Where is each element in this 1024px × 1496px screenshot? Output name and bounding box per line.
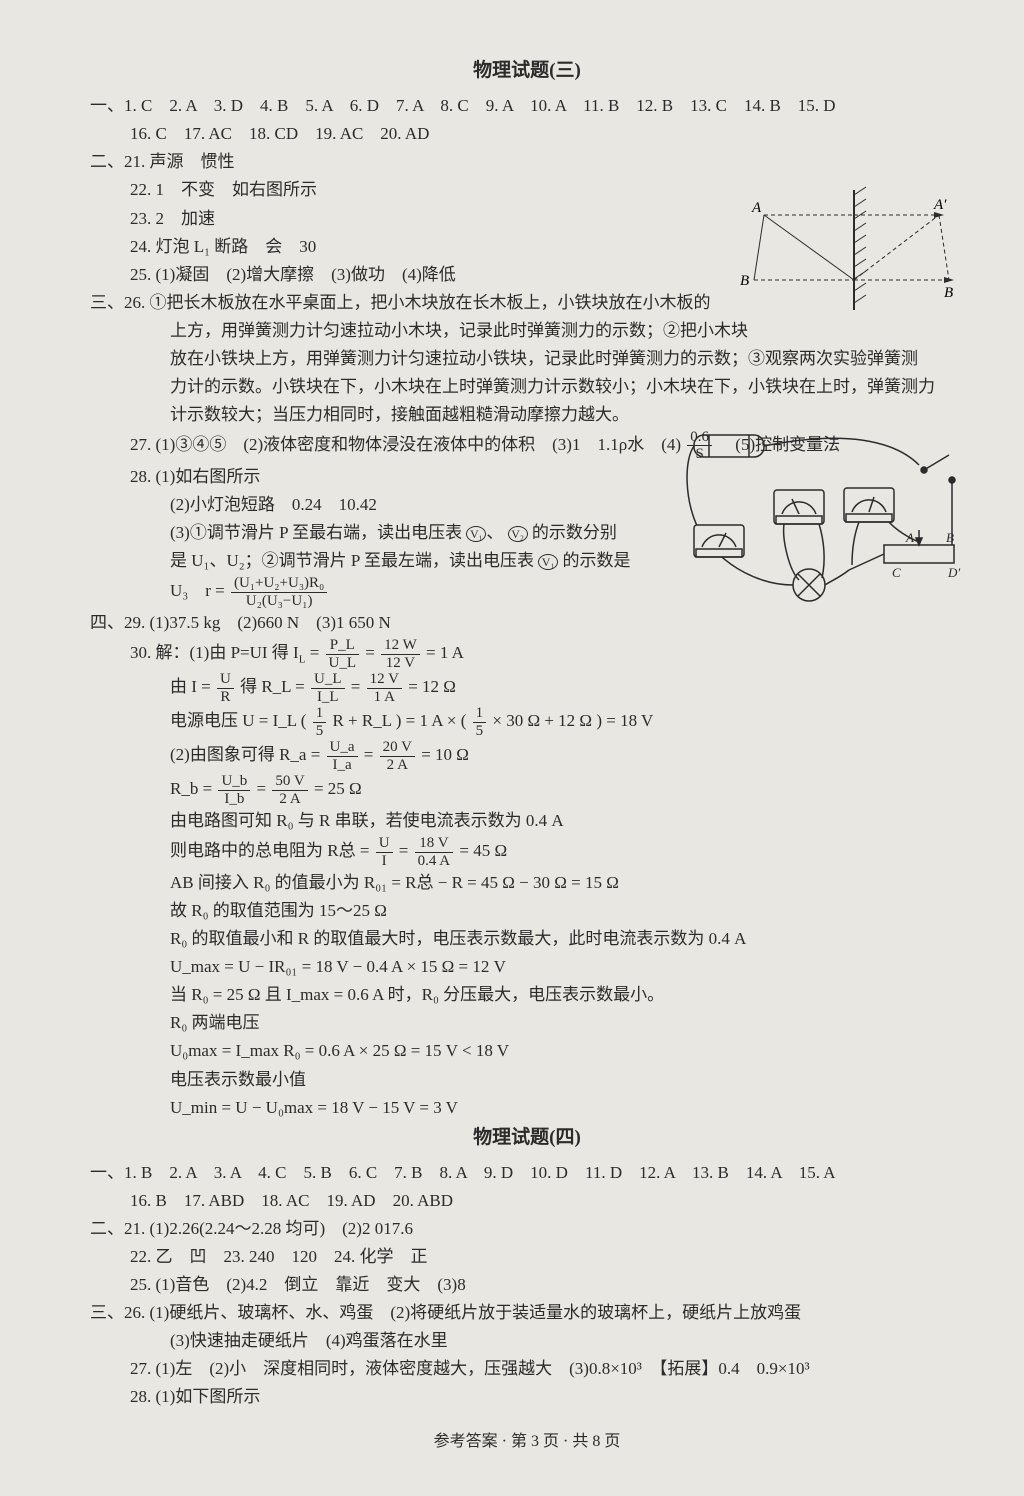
t3-30j: R₀ 的取值最小和 R 的取值最大时，电压表示数最大，此时电流表示数为 0.4 … — [90, 925, 964, 953]
t3-30f: 由电路图可知 R₀ 与 R 串联，若使电流表示数为 0.4 A — [90, 807, 964, 835]
t3-s1-l1: 一、1. C 2. A 3. D 4. B 5. A 6. D 7. A 8. … — [90, 92, 964, 120]
svg-text:A′: A′ — [933, 197, 947, 213]
t4-s1-l1: 一、1. B 2. A 3. A 4. C 5. B 6. C 7. B 8. … — [90, 1159, 964, 1187]
t4-s3-27: 27. (1)左 (2)小 深度相同时，液体密度越大，压强越大 (3)0.8×1… — [90, 1355, 964, 1383]
svg-text:B: B — [946, 530, 954, 545]
t3-28-3a: (3)①调节滑片 P 至最右端，读出电压表 — [170, 523, 462, 542]
t3-28-3b: 的示数分别 — [532, 523, 617, 542]
t3-30l: 当 R₀ = 25 Ω 且 I_max = 0.6 A 时，R₀ 分压最大，电压… — [90, 981, 964, 1009]
t3-30a-tail: = 1 A — [426, 643, 464, 662]
t3-30a: 30. 解：(1)由 P=UI 得 IL = P_LU_L = 12 W12 V… — [90, 637, 964, 671]
t3-27-a: 27. (1)③④⑤ (2)液体密度和物体浸没在液体中的体积 (3)1 1.1ρ… — [130, 435, 681, 454]
svg-text:D′: D′ — [947, 565, 960, 580]
t3-30p: U_min = U − U₀max = 18 V − 15 V = 3 V — [90, 1094, 964, 1122]
t4-s3-26a: 三、26. (1)硬纸片、玻璃杯、水、鸡蛋 (2)将硬纸片放于装适量水的玻璃杯上… — [90, 1299, 964, 1327]
t3-30m: R₀ 两端电压 — [90, 1009, 964, 1037]
t3-30o: 电压表示数最小值 — [90, 1066, 964, 1094]
t3-30d: (2)由图象可得 R_a = U_aI_a = 20 V2 A = 10 Ω — [90, 739, 964, 773]
mirror-ray-diagram: A A′ B B′ — [734, 185, 954, 315]
t3-30e: R_b = U_bI_b = 50 V2 A = 25 Ω — [90, 773, 964, 807]
t3-30c: 电源电压 U = I_L ( 15 R + R_L ) = 1 A × ( 15… — [90, 705, 964, 739]
t3-30h: AB 间接入 R₀ 的值最小为 R₀₁ = R总 − R = 45 Ω − 30… — [90, 869, 964, 897]
t3-30a-pre: 30. 解：(1)由 P=UI 得 I — [130, 643, 299, 662]
circled-v2: V₂ — [508, 526, 528, 542]
t3-s1-l2: 16. C 17. AC 18. CD 19. AC 20. AD — [90, 120, 964, 148]
section-title-3: 物理试题(三) — [90, 55, 964, 86]
frac-28: (U₁+U₂+U₃)R₀ U₂(U₃−U₁) — [231, 575, 327, 609]
circled-v1: V₁ — [466, 526, 486, 542]
t3-28-4a: 是 U₁、U₂；②调节滑片 P 至最左端，读出电压表 — [170, 551, 534, 570]
t3-28-5a: U₃ r = — [170, 581, 225, 600]
circuit-diagram-q28: A B C D′ — [664, 430, 964, 630]
circled-v1b: V₁ — [538, 554, 558, 570]
t4-s3-28: 28. (1)如下图所示 — [90, 1383, 964, 1411]
t3-s3-26b: 上方，用弹簧测力计匀速拉动小木块，记录此时弹簧测力的示数；②把小木块 — [90, 317, 964, 345]
svg-text:A: A — [751, 200, 762, 216]
t3-30n: U₀max = I_max R₀ = 0.6 A × 25 Ω = 15 V <… — [90, 1037, 964, 1065]
t3-30g: 则电路中的总电阻为 R总 = UI = 18 V0.4 A = 45 Ω — [90, 835, 964, 869]
page-footer: 参考答案 · 第 3 页 · 共 8 页 — [90, 1429, 964, 1455]
t4-s3-26b: (3)快速抽走硬纸片 (4)鸡蛋落在水里 — [90, 1327, 964, 1355]
t3-s3-26d: 力计的示数。小铁块在下，小木块在上时弹簧测力计示数较小；小木块在下，小铁块在上时… — [90, 373, 964, 401]
t4-s2-25: 25. (1)音色 (2)4.2 倒立 靠近 变大 (3)8 — [90, 1271, 964, 1299]
t4-s2-21: 二、21. (1)2.26(2.24～2.28 均可) (2)2 017.6 — [90, 1215, 964, 1243]
t3-30i: 故 R₀ 的取值范围为 15～25 Ω — [90, 897, 964, 925]
t4-s2-22: 22. 乙 凹 23. 240 120 24. 化学 正 — [90, 1243, 964, 1271]
t3-30k: U_max = U − IR₀₁ = 18 V − 0.4 A × 15 Ω =… — [90, 953, 964, 981]
svg-text:A: A — [905, 530, 914, 545]
svg-text:B′: B′ — [944, 285, 954, 301]
t3-28-4b: 的示数是 — [562, 551, 630, 570]
t3-s3-26e: 计示数较大；当压力相同时，接触面越粗糙滑动摩擦力越大。 — [90, 401, 964, 429]
t3-30b: 由 I = UR 得 R_L = U_LI_L = 12 V1 A = 12 Ω — [90, 671, 964, 705]
t4-s1-l2: 16. B 17. ABD 18. AC 19. AD 20. ABD — [90, 1187, 964, 1215]
t3-s3-26c: 放在小铁块上方，用弹簧测力计匀速拉动小铁块，记录此时弹簧测力的示数；③观察两次实… — [90, 345, 964, 373]
section-title-4: 物理试题(四) — [90, 1122, 964, 1153]
svg-text:C: C — [892, 565, 901, 580]
svg-text:B: B — [740, 273, 749, 289]
t3-s2-21: 二、21. 声源 惯性 — [90, 148, 964, 176]
